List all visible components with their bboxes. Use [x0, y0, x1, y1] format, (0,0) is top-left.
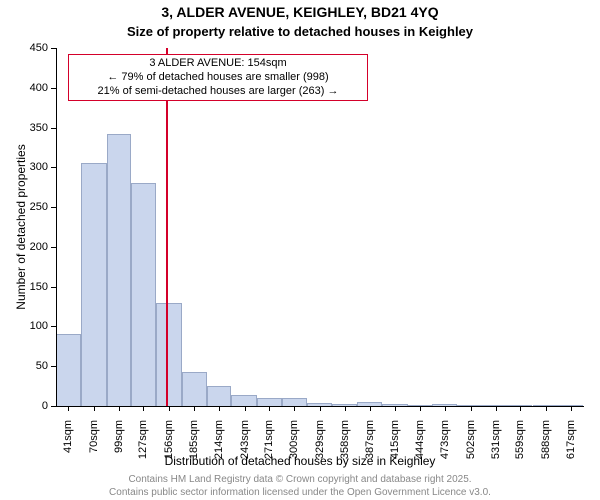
y-tick-label: 200 — [8, 241, 48, 253]
histogram-bar — [207, 386, 231, 406]
y-tick-label: 450 — [8, 42, 48, 54]
y-tick-label: 300 — [8, 161, 48, 173]
y-axis-label: Number of detached properties — [14, 127, 28, 327]
annotation-line: 3 ALDER AVENUE: 154sqm — [73, 57, 363, 71]
x-axis-label: Distribution of detached houses by size … — [0, 454, 600, 468]
histogram-bar — [182, 372, 207, 406]
y-tick-label: 0 — [8, 400, 48, 412]
histogram-bar — [81, 163, 106, 406]
chart-container: { "chart": { "type": "histogram", "title… — [0, 0, 600, 500]
y-axis-line — [56, 48, 57, 406]
histogram-bar — [231, 395, 256, 406]
marker-line — [166, 48, 168, 406]
x-axis-line — [56, 406, 584, 407]
y-tick-label: 150 — [8, 281, 48, 293]
annotation-box: 3 ALDER AVENUE: 154sqm← 79% of detached … — [68, 54, 368, 101]
chart-title: 3, ALDER AVENUE, KEIGHLEY, BD21 4YQ — [0, 4, 600, 20]
y-tick-label: 400 — [8, 82, 48, 94]
histogram-bar — [56, 334, 81, 406]
histogram-bar — [131, 183, 156, 406]
y-tick-label: 250 — [8, 201, 48, 213]
credit-line-1: Contains HM Land Registry data © Crown c… — [0, 474, 600, 485]
histogram-bar — [156, 303, 181, 406]
histogram-bar — [282, 398, 307, 406]
plot-area: 05010015020025030035040045041sqm70sqm99s… — [56, 48, 584, 406]
annotation-line: ← 79% of detached houses are smaller (99… — [73, 71, 363, 85]
y-tick-label: 50 — [8, 360, 48, 372]
histogram-bar — [107, 134, 131, 406]
y-tick-label: 100 — [8, 320, 48, 332]
histogram-bar — [257, 398, 282, 406]
annotation-line: 21% of semi-detached houses are larger (… — [73, 85, 363, 99]
chart-subtitle: Size of property relative to detached ho… — [0, 24, 600, 39]
credit-line-2: Contains public sector information licen… — [0, 487, 600, 498]
y-tick-label: 350 — [8, 122, 48, 134]
